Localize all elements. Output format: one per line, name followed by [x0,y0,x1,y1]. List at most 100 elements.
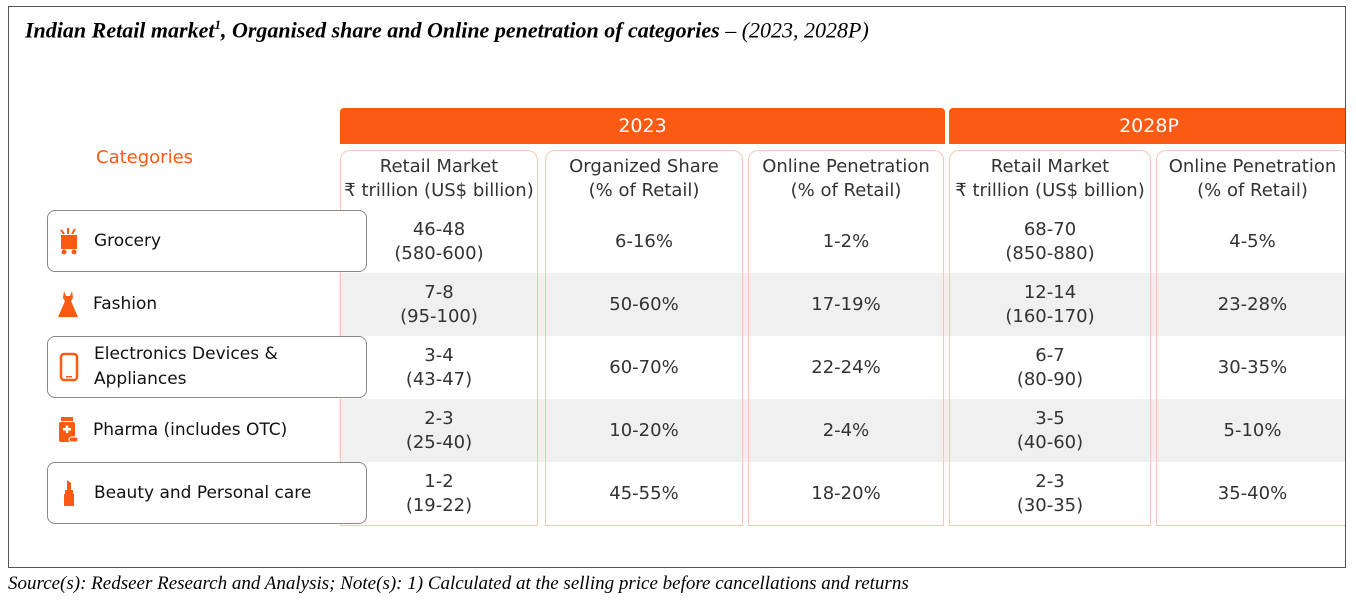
cell-value: 3-4 [424,344,454,366]
table-cell: 12-14 (160-170) [949,273,1151,336]
cell-value: 17-19% [811,293,881,315]
table-cell: 3-4 (43-47) [340,336,538,399]
column-header-line: ₹ trillion (US$ billion) [955,180,1145,201]
category-row-label: Fashion [47,273,367,335]
column-header: Online Penetration (% of Retail) [748,150,944,210]
cell-value: 30-35% [1217,356,1288,378]
column-header-line: (% of Retail) [790,180,902,201]
cell-value: (80-90) [1016,368,1084,390]
column-header-line: ₹ trillion (US$ billion) [344,180,534,201]
column-header: Organized Share (% of Retail) [545,150,743,210]
table-cell: 7-8 (95-100) [340,273,538,336]
cell-value: (40-60) [1016,431,1084,453]
dress-icon [57,289,79,319]
year-2023-header: 2023 [340,108,945,144]
column-header-label: Organized Share (% of Retail) [546,155,742,203]
cell-value: (95-100) [400,305,478,327]
category-name: Grocery [94,229,161,254]
cell-value: (580-600) [394,242,484,264]
cell-value: 3-5 [1035,407,1065,429]
column-header-label: Online Penetration (% of Retail) [1157,155,1345,203]
cell-value: 35-40% [1217,482,1288,504]
category-row-label: Grocery [47,210,367,272]
table-cell: 2-4% [748,399,944,462]
column-header-label: Retail Market ₹ trillion (US$ billion) [950,155,1150,203]
table-cell: 30-35% [1156,336,1345,399]
table-cell: 45-55% [545,462,743,525]
cell-value: (19-22) [405,494,473,516]
source-note: Source(s): Redseer Research and Analysis… [8,573,909,594]
category-name-line: Fashion [93,293,158,314]
column-header-line: Organized Share [569,156,719,177]
column-header-line: Online Penetration [1168,156,1337,177]
cell-value: 45-55% [609,482,679,504]
table-cell: 6-7 (80-90) [949,336,1151,399]
cell-value: 60-70% [609,356,679,378]
cell-value: 12-14 [1023,281,1077,303]
column-header-line: Retail Market [379,156,499,177]
category-row-label: Beauty and Personal care [47,462,367,524]
figure-title: Indian Retail market1, Organised share a… [25,17,869,43]
table-cell: 46-48 (580-600) [340,210,538,273]
year-2028p-header: 2028P [949,108,1345,144]
category-name: Beauty and Personal care [94,481,311,506]
category-row-label: Electronics Devices & Appliances [47,336,367,398]
column-header: Retail Market ₹ trillion (US$ billion) [949,150,1151,210]
table-cell: 5-10% [1156,399,1345,462]
cell-value: 46-48 [412,218,466,240]
row-stripe [339,399,1345,462]
category-name: Fashion [93,292,157,317]
column-body [748,210,944,526]
table-cell: 60-70% [545,336,743,399]
cell-value: 2-3 [1035,470,1065,492]
column-header: Online Penetration (% of Retail) [1156,150,1345,210]
grocery-basket-icon [58,226,80,256]
column-body [949,210,1151,526]
column-header-line: Online Penetration [762,156,930,177]
table-cell: 3-5 (40-60) [949,399,1151,462]
table-cell: 2-3 (25-40) [340,399,538,462]
column-header-label: Online Penetration (% of Retail) [749,155,943,203]
table-cell: 1-2% [748,210,944,273]
cell-value: 10-20% [609,419,679,441]
categories-header: Categories [96,147,194,168]
smartphone-icon [58,352,80,382]
cell-value: (25-40) [405,431,473,453]
lipstick-icon [58,478,80,508]
cell-value: 1-2% [822,230,870,252]
cell-value: 6-16% [615,230,673,252]
column-header-line: (% of Retail) [1197,180,1308,201]
cell-value: (43-47) [405,368,473,390]
cell-value: 18-20% [811,482,881,504]
table-cell: 50-60% [545,273,743,336]
medicine-bottle-icon [57,415,79,445]
column-body [1156,210,1345,526]
row-stripe [339,273,1345,336]
cell-value: 23-28% [1217,293,1288,315]
table-cell: 17-19% [748,273,944,336]
cell-value: 2-3 [424,407,454,429]
cell-value: 5-10% [1223,419,1282,441]
category-row-label: Pharma (includes OTC) [47,399,367,461]
cell-value: (850-880) [1005,242,1095,264]
column-header-line: Retail Market [990,156,1110,177]
category-name-line: Beauty and Personal care [94,482,312,503]
cell-value: 4-5% [1229,230,1276,252]
column-header-line: (% of Retail) [588,180,700,201]
cell-value: 68-70 [1023,218,1077,240]
column-header-label: Retail Market ₹ trillion (US$ billion) [341,155,537,203]
cell-value: 7-8 [424,281,454,303]
table-cell: 1-2 (19-22) [340,462,538,525]
cell-value: 2-4% [822,419,870,441]
category-name-line: Grocery [94,230,162,251]
category-name: Pharma (includes OTC) [93,418,287,443]
category-name-line: Pharma (includes OTC) [93,419,288,440]
table-cell: 6-16% [545,210,743,273]
table-cell: 68-70 (850-880) [949,210,1151,273]
cell-value: 22-24% [811,356,881,378]
cell-value: (30-35) [1016,494,1084,516]
table-cell: 10-20% [545,399,743,462]
cell-value: 50-60% [609,293,679,315]
table-cell: 22-24% [748,336,944,399]
cell-value: 6-7 [1035,344,1065,366]
